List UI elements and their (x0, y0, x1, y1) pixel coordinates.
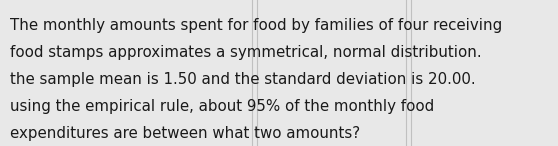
Text: food stamps approximates a symmetrical, normal distribution.: food stamps approximates a symmetrical, … (10, 45, 482, 60)
Text: using the empirical rule, about 95% of the monthly food: using the empirical rule, about 95% of t… (10, 99, 434, 114)
Text: the sample mean is 1.50 and the standard deviation is 20.00.: the sample mean is 1.50 and the standard… (10, 72, 475, 87)
Text: expenditures are between what two amounts?: expenditures are between what two amount… (10, 126, 360, 141)
Text: The monthly amounts spent for food by families of four receiving: The monthly amounts spent for food by fa… (10, 18, 502, 33)
